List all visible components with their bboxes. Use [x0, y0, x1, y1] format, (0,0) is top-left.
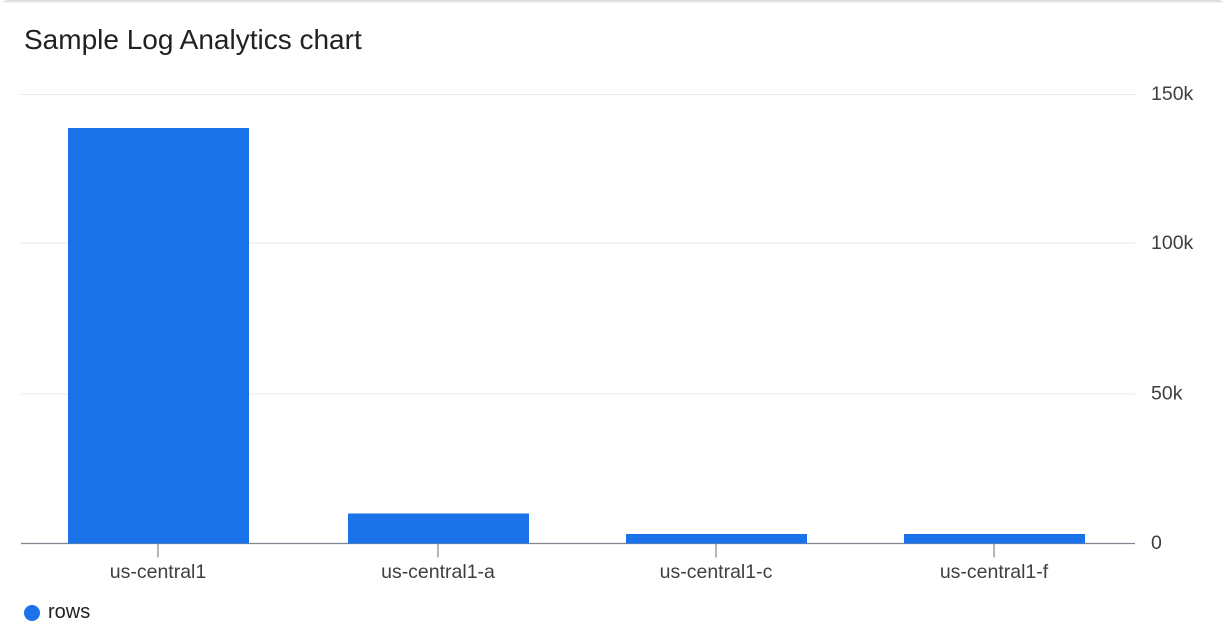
svg-text:us-central1-a: us-central1-a [381, 561, 495, 583]
svg-text:50k: 50k [1151, 383, 1183, 405]
svg-text:us-central1-f: us-central1-f [940, 561, 1049, 583]
svg-text:150k: 150k [1151, 83, 1194, 105]
svg-text:us-central1-c: us-central1-c [660, 561, 773, 583]
svg-text:100k: 100k [1151, 232, 1194, 254]
svg-text:us-central1: us-central1 [110, 561, 206, 583]
svg-text:0: 0 [1151, 532, 1162, 554]
